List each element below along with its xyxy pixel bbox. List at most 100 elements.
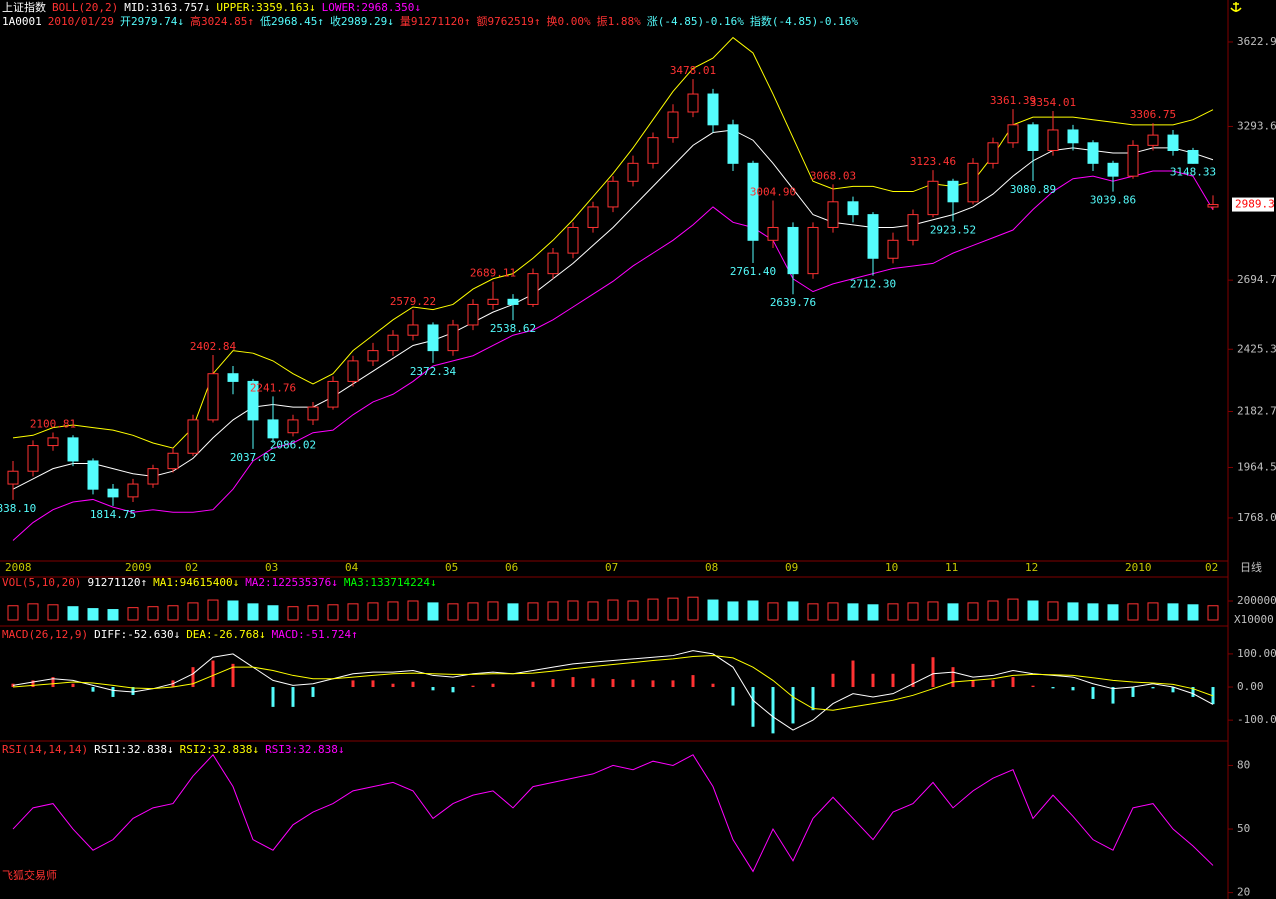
low-label: 3148.33 (1170, 166, 1216, 179)
volume-bar (327, 604, 339, 621)
candle-body (667, 111, 679, 139)
candle-body (747, 162, 759, 241)
candle-body (467, 303, 479, 326)
macd-bar (431, 687, 435, 691)
candle-body (87, 460, 99, 490)
y-tick-label: 3293.6 (1237, 119, 1276, 132)
volume-bar (1047, 601, 1059, 621)
legend-item: 2010/01/29 (48, 15, 114, 28)
low-label: 2037.02 (230, 451, 276, 464)
low-label: 1814.75 (90, 508, 136, 521)
candle-body (187, 419, 199, 454)
candle-body (987, 142, 999, 164)
macd-bar (991, 680, 995, 688)
x-tick-label: 04 (345, 561, 359, 574)
x-tick-label: 09 (785, 561, 798, 574)
volume-bar (447, 603, 459, 621)
macd-bar (651, 680, 655, 688)
legend-item: 91271120↑ (87, 576, 147, 589)
macd-bar (531, 681, 535, 688)
legend-item: 指数(-4.85)-0.16% (750, 14, 858, 28)
candle-body (887, 239, 899, 259)
low-label: 2372.34 (410, 365, 457, 378)
legend-item: 1A0001 (2, 15, 42, 28)
candle-body (827, 201, 839, 228)
candle-body (487, 298, 499, 305)
volume-bar (1007, 598, 1019, 621)
x-tick-label: 06 (505, 561, 518, 574)
volume-bar (367, 602, 379, 621)
macd-bar (871, 673, 875, 688)
candle-body (1007, 124, 1019, 144)
volume-bar (1027, 600, 1039, 621)
candle-body (1027, 124, 1039, 151)
volume-bar (907, 602, 919, 621)
candle-body (347, 360, 359, 382)
y-tick-label: 100.00 (1237, 647, 1276, 660)
y-tick-label: 3622.9 (1237, 35, 1276, 48)
macd-bar (751, 687, 755, 727)
candle-body (567, 226, 579, 254)
candle-body (927, 180, 939, 216)
volume-bar (227, 600, 239, 621)
volume-bar (927, 601, 939, 621)
last-price-box (1232, 197, 1274, 212)
volume-bar (1167, 603, 1179, 621)
x-tick-label: 02 (185, 561, 198, 574)
volume-bar (467, 602, 479, 621)
macd-bar (211, 660, 215, 688)
x-tick-label: 07 (605, 561, 618, 574)
macd-bar (131, 687, 135, 695)
macd-bar (891, 673, 895, 688)
candle-body (527, 273, 539, 305)
x-tick-label: 2010 (1125, 561, 1152, 574)
candle-body (707, 93, 719, 126)
y-tick-label: 50 (1237, 822, 1250, 835)
macd-bar (791, 687, 795, 724)
low-label: 3039.86 (1090, 194, 1136, 207)
macd-bar (1031, 685, 1035, 688)
last-price-label: 2989.3 (1235, 198, 1275, 211)
macd-bar (411, 681, 415, 688)
candle-body (447, 324, 459, 352)
macd-bar (771, 687, 775, 734)
macd-bar (711, 683, 715, 688)
volume-bar (147, 606, 159, 621)
candle-body (687, 93, 699, 113)
macd-bar (51, 677, 55, 688)
y-tick-label: 200000 (1237, 594, 1276, 607)
volume-bar (307, 605, 319, 621)
y-tick-label: 2694.7 (1237, 273, 1276, 286)
legend-item: 换0.00% (547, 14, 591, 28)
high-label: 2241.76 (250, 381, 296, 394)
macd-bar (911, 663, 915, 688)
y-tick-label: 20 (1237, 886, 1250, 899)
candle-body (107, 488, 119, 498)
candle-body (27, 445, 39, 472)
volume-bar (687, 596, 699, 621)
candle-body (727, 124, 739, 164)
volume-bar (1087, 603, 1099, 621)
candle-body (1087, 142, 1099, 164)
legend-item: 上证指数 (2, 0, 46, 14)
tool-icon[interactable] (1230, 2, 1242, 12)
candle-body (1107, 162, 1119, 177)
candle-body (367, 350, 379, 362)
x-tick-label: 2008 (5, 561, 32, 574)
macd-bar (1111, 687, 1115, 704)
candle-body (807, 226, 819, 275)
macd-bar (931, 657, 935, 688)
low-label: 2712.30 (850, 278, 896, 291)
macd-bar (1091, 687, 1095, 699)
legend-item: 量91271120↑ (400, 15, 471, 28)
legend: VOL(5,10,20) 91271120↑ MA1:94615400↓ MA2:12… (2, 576, 437, 589)
volume-bar (247, 603, 259, 621)
candle-body (1047, 129, 1059, 151)
y-tick-label: -100.00 (1237, 713, 1276, 726)
legend-item: 收2989.29↓ (330, 14, 394, 28)
volume-bar (587, 601, 599, 621)
legend-item: 低2968.45↑ (260, 15, 324, 28)
legend-item: RSI3:32.838↓ (265, 743, 344, 756)
legend-item: UPPER:3359.163↓ (216, 1, 315, 14)
volume-bar (707, 599, 719, 621)
